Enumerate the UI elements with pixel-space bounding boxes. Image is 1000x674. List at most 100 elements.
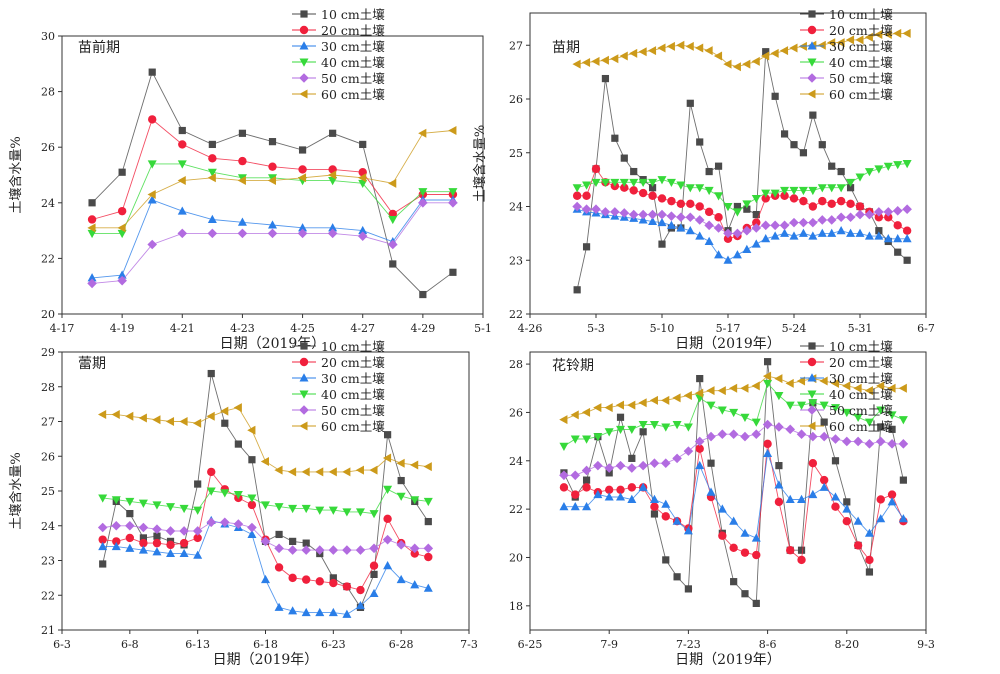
data-point: [647, 209, 658, 220]
data-point: [630, 167, 638, 176]
x-tick-label: 4-19: [110, 322, 135, 335]
data-point: [902, 204, 912, 214]
data-point: [289, 537, 297, 545]
data-point: [676, 212, 686, 223]
series-6: [87, 126, 457, 233]
data-point: [845, 35, 855, 45]
data-point: [582, 502, 592, 511]
y-tick-label: 28: [41, 86, 55, 99]
data-point: [762, 371, 772, 381]
data-point: [410, 496, 420, 505]
data-point: [733, 202, 742, 211]
x-tick-label: 4-23: [230, 322, 255, 335]
data-point: [650, 510, 659, 518]
data-point: [98, 494, 108, 503]
data-point: [629, 178, 639, 188]
y-tick-label: 27: [41, 416, 55, 429]
data-point: [627, 425, 637, 435]
y-tick-label: 30: [41, 30, 55, 43]
data-point: [193, 550, 203, 559]
data-point: [707, 459, 715, 467]
data-point: [683, 526, 693, 535]
data-point: [774, 480, 784, 489]
data-point: [152, 524, 162, 535]
data-point: [639, 428, 647, 436]
y-tick-label: 22: [509, 503, 523, 516]
legend-marker: [807, 373, 817, 382]
data-point: [717, 504, 727, 513]
data-point: [98, 541, 108, 551]
data-point: [573, 286, 581, 294]
legend-label: 20 cm土壤: [321, 355, 385, 370]
data-point: [648, 191, 657, 200]
data-point: [139, 538, 148, 548]
data-point: [717, 406, 727, 415]
data-point: [328, 607, 338, 617]
data-point: [742, 244, 752, 253]
y-tick-label: 26: [509, 93, 523, 106]
data-point: [237, 217, 247, 226]
legend-marker: [807, 73, 817, 83]
data-point: [619, 51, 628, 61]
data-point: [593, 403, 602, 413]
data-point: [301, 467, 310, 477]
data-point: [770, 220, 780, 231]
data-point: [751, 533, 761, 542]
data-point: [111, 496, 121, 505]
data-point: [853, 516, 863, 525]
data-point: [301, 504, 311, 514]
data-point: [593, 433, 603, 442]
x-tick-label: 4-27: [350, 322, 375, 335]
data-point: [572, 59, 581, 69]
legend-marker: [807, 390, 817, 399]
data-point: [268, 162, 277, 171]
data-point: [853, 383, 862, 393]
data-point: [798, 228, 808, 237]
data-point: [179, 417, 188, 426]
data-point: [237, 176, 246, 186]
data-point: [883, 207, 894, 217]
y-tick-label: 29: [41, 346, 55, 359]
data-point: [260, 536, 271, 547]
data-point: [798, 217, 809, 228]
data-point: [616, 425, 626, 435]
y-tick-label: 24: [509, 201, 523, 214]
data-point: [328, 545, 339, 555]
data-point: [836, 225, 846, 235]
data-point: [817, 184, 827, 193]
data-point: [884, 213, 893, 222]
data-point: [138, 545, 148, 554]
data-point: [855, 228, 865, 237]
series-line: [102, 470, 429, 591]
data-point: [761, 194, 770, 203]
data-point: [649, 421, 659, 430]
x-tick-label: 6-18: [253, 638, 278, 651]
data-point: [356, 585, 365, 595]
data-point: [808, 489, 818, 499]
data-point: [342, 582, 352, 591]
legend-marker: [807, 58, 817, 67]
y-tick-label: 23: [41, 555, 55, 568]
data-point: [358, 225, 368, 235]
data-point: [790, 141, 798, 149]
data-point: [342, 508, 352, 517]
y-tick-label: 22: [41, 252, 55, 265]
data-point: [752, 599, 760, 608]
data-point: [138, 499, 148, 508]
data-point: [837, 167, 845, 176]
data-point: [808, 459, 818, 468]
data-point: [761, 189, 771, 198]
data-point: [666, 178, 676, 188]
data-point: [117, 206, 127, 216]
series-6: [559, 371, 907, 425]
data-point: [570, 410, 579, 420]
legend-label: 50 cm土壤: [321, 403, 385, 418]
y-tick-label: 26: [509, 406, 523, 419]
data-point: [713, 51, 723, 61]
data-point: [247, 425, 256, 435]
data-point: [752, 550, 761, 560]
data-point: [274, 563, 284, 572]
data-point: [570, 502, 580, 511]
legend-label: 50 cm土壤: [829, 403, 893, 418]
data-point: [714, 192, 724, 201]
